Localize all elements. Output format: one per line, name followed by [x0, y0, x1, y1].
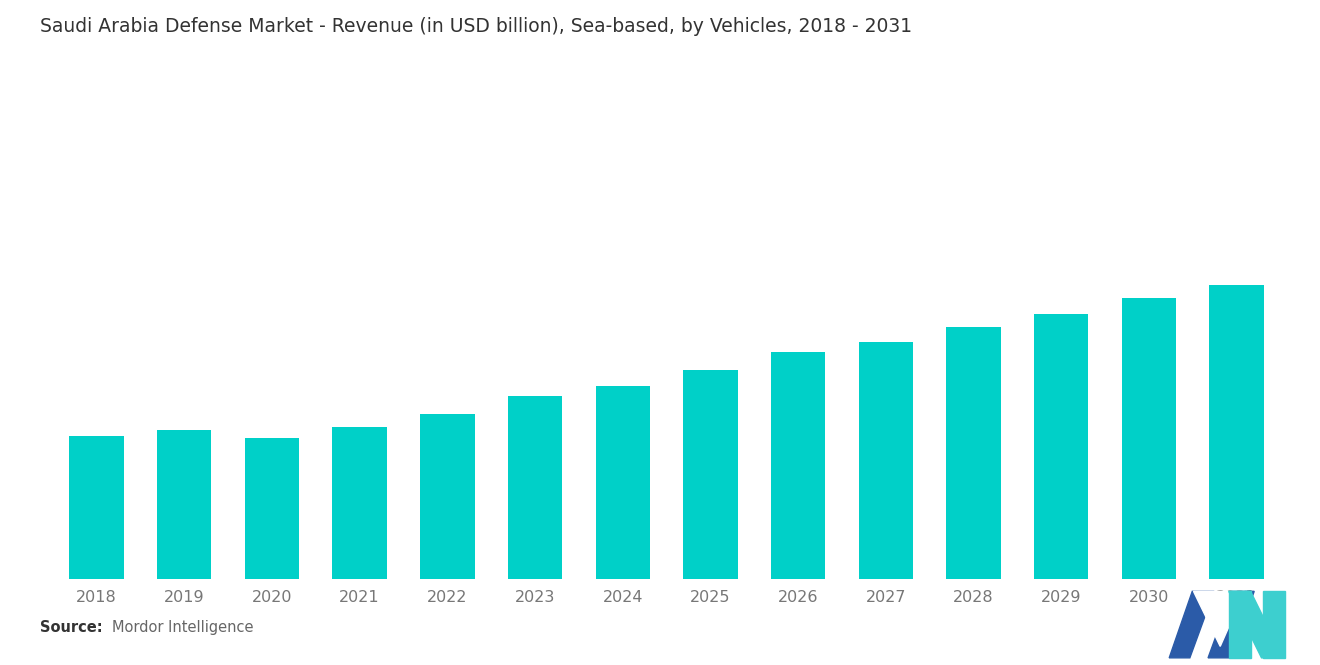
Polygon shape [1208, 591, 1254, 658]
Bar [333, 428, 387, 579]
Bar [1209, 285, 1263, 579]
Polygon shape [1193, 591, 1245, 646]
Bar [508, 396, 562, 579]
Bar [595, 386, 649, 579]
Bar [157, 430, 211, 579]
Bar [771, 352, 825, 579]
Polygon shape [1229, 591, 1250, 658]
Bar [946, 327, 1001, 579]
Bar [858, 342, 913, 579]
Text: Saudi Arabia Defense Market - Revenue (in USD billion), Sea-based, by Vehicles, : Saudi Arabia Defense Market - Revenue (i… [40, 17, 912, 36]
Bar [684, 370, 738, 579]
Polygon shape [1170, 591, 1214, 658]
Bar [1122, 298, 1176, 579]
Bar [420, 414, 475, 579]
Bar [244, 438, 300, 579]
Polygon shape [1263, 591, 1284, 658]
Bar [1034, 314, 1089, 579]
Text: Source:: Source: [40, 620, 102, 635]
Text: Mordor Intelligence: Mordor Intelligence [112, 620, 253, 635]
Bar [70, 436, 124, 579]
Polygon shape [1229, 591, 1283, 658]
